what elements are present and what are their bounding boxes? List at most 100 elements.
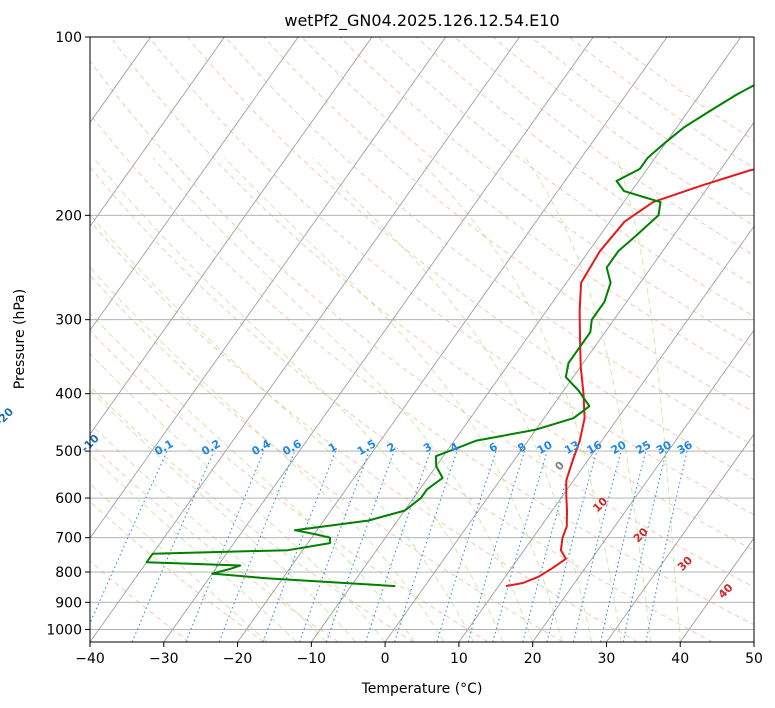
isotherm [90, 37, 299, 332]
mixing-ratio-line [467, 450, 525, 642]
isotherm [679, 537, 754, 642]
y-tick-label: 300 [55, 313, 82, 329]
mixing-ratio-line [131, 450, 215, 642]
dry-adiabat [377, 37, 754, 317]
isotherm [532, 329, 754, 642]
moist-adiabat [90, 266, 445, 642]
mixing-ratio-line [645, 450, 688, 642]
dry-adiabat [90, 113, 754, 626]
moist-adiabat [525, 157, 652, 642]
temperature-line [505, 168, 754, 588]
x-tick-label: 40 [671, 651, 689, 667]
mixing-ratio-line [600, 450, 647, 642]
y-axis-label: Pressure (hPa) [12, 289, 28, 389]
dry-adiabat [90, 329, 489, 642]
isotherm [606, 433, 754, 642]
dry-adiabat [90, 442, 339, 642]
isotherm [458, 225, 754, 642]
isotherm [90, 37, 520, 642]
y-tick-label: 900 [55, 595, 82, 611]
mixing-ratio-line [394, 450, 458, 642]
isotherm [310, 37, 742, 642]
mixing-ratio-line [325, 450, 395, 642]
dry-adiabat [148, 37, 754, 516]
moist-adiabat [90, 422, 327, 642]
dry-adiabat-label: -20 [0, 405, 16, 428]
dry-adiabat [454, 37, 754, 257]
y-tick-label: 100 [55, 30, 82, 46]
mixing-ratio-label: 25 [633, 438, 653, 457]
isotherm [0, 37, 3, 642]
mixing-ratio-label: 0.1 [152, 437, 175, 458]
mixing-ratio-line [262, 450, 336, 642]
isotherm [90, 37, 447, 539]
x-tick-label: 30 [598, 651, 616, 667]
moist-adiabat-label: 30 [675, 553, 695, 573]
moist-adiabat-label: 20 [631, 525, 651, 545]
x-tick-label: 10 [450, 651, 468, 667]
dry-adiabat [263, 37, 754, 413]
moist-adiabat [90, 483, 268, 642]
dewpoint-line [145, 84, 754, 588]
dry-adiabat [301, 37, 754, 381]
isotherm [90, 37, 373, 435]
y-tick-label: 200 [55, 208, 82, 224]
moist-adiabat [152, 157, 534, 642]
dry-adiabat [530, 37, 754, 198]
dry-adiabat [90, 274, 564, 642]
dry-adiabat [90, 166, 713, 642]
x-tick-label: −40 [75, 651, 105, 667]
dry-adiabat [225, 37, 754, 447]
x-tick-label: 50 [745, 651, 763, 667]
moist-adiabat-label: 40 [716, 581, 736, 601]
isotherm [384, 121, 754, 642]
y-tick-label: 700 [55, 531, 82, 547]
mixing-ratio-line [573, 450, 622, 642]
x-tick-label: 0 [381, 651, 390, 667]
moist-adiabat [90, 214, 475, 642]
dry-adiabat [90, 560, 190, 642]
dry-adiabat-bold [0, 37, 2, 642]
isotherm [237, 37, 668, 642]
mixing-ratio-label: 1.5 [355, 437, 378, 458]
moist-adiabat [90, 352, 386, 642]
data-series [145, 84, 754, 588]
moist-adiabat [93, 157, 504, 642]
mixing-ratio-label: 0.2 [199, 437, 222, 458]
x-tick-label: 20 [524, 651, 542, 667]
moist-adiabat [224, 157, 563, 642]
background-lines [0, 37, 754, 642]
moist-adiabat [416, 157, 622, 642]
isotherm [753, 641, 754, 642]
x-tick-label: −10 [297, 651, 327, 667]
mixing-ratio-label: 10 [535, 438, 555, 457]
dry-adiabat [90, 385, 414, 642]
mixing-ratio-line [546, 450, 598, 642]
dry-adiabat [416, 37, 754, 287]
moist-adiabat [90, 389, 356, 642]
y-tick-label: 600 [55, 491, 82, 507]
line-labels: 0.10.20.40.611.52346810131620253036-100-… [0, 405, 736, 601]
mixing-ratio-line [436, 450, 497, 642]
y-tick-label: 400 [55, 387, 82, 403]
y-tick-label: 1000 [46, 622, 82, 638]
mixing-ratio-label: 36 [675, 438, 695, 457]
moist-adiabat [90, 453, 297, 642]
moist-adiabat-label: 0 [552, 458, 567, 473]
mixing-ratio-line [492, 450, 548, 642]
axes: −40 −30 −20 −10 0 10 20 30 40 5010020030040050060… [46, 30, 763, 667]
moist-adiabat [312, 157, 593, 642]
x-axis-label: Temperature (°C) [361, 681, 483, 697]
dry-adiabat [90, 220, 639, 642]
plot-frame [89, 36, 755, 643]
isotherm [90, 37, 225, 228]
mixing-ratio-line [90, 450, 168, 625]
x-tick-label: −20 [223, 651, 253, 667]
mixing-ratio-label: 0.6 [280, 437, 304, 458]
mixing-ratio-line [218, 450, 296, 642]
y-tick-label: 500 [55, 444, 82, 460]
isotherm [163, 37, 594, 642]
x-tick-label: −30 [149, 651, 179, 667]
